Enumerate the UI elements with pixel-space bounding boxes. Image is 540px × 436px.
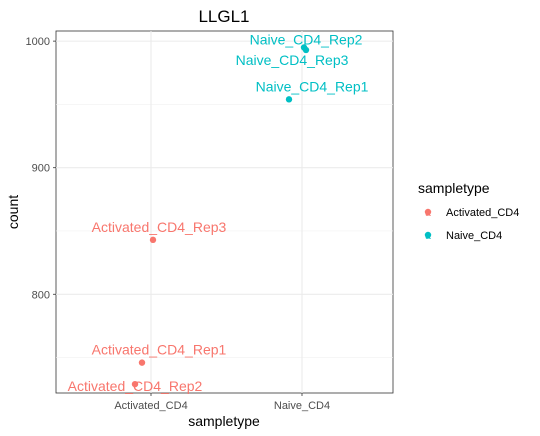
- y-tick-label: 800: [32, 289, 50, 301]
- legend-title: sampletype: [418, 180, 490, 196]
- legend-item: a Activated_CD4: [424, 207, 519, 219]
- data-label: Activated_CD4_Rep1: [92, 342, 227, 358]
- y-axis: 800 900 1000: [26, 36, 56, 301]
- data-point: [138, 359, 146, 366]
- data-label: Naive_CD4_Rep1: [256, 78, 369, 94]
- data-point: [149, 236, 157, 244]
- legend-label: Naive_CD4: [446, 230, 502, 242]
- data-label: Naive_CD4_Rep2: [250, 31, 363, 47]
- data-point: [131, 380, 139, 388]
- legend-item: a Naive_CD4: [424, 230, 502, 242]
- data-label: Activated_CD4_Rep3: [92, 219, 227, 235]
- panel-border: [55, 30, 394, 394]
- y-tick-label: 900: [32, 163, 50, 175]
- legend-key-letter: a: [425, 231, 431, 242]
- x-axis: Activated_CD4 Naive_CD4: [114, 393, 330, 412]
- x-axis-title: sampletype: [188, 413, 260, 429]
- data-point: [285, 96, 293, 103]
- data-label: Naive_CD4_Rep3: [236, 52, 349, 68]
- legend-key-point: [424, 208, 432, 216]
- legend-key-letter: a: [425, 208, 431, 219]
- gridlines: [56, 31, 393, 393]
- y-tick-label: 1000: [26, 36, 50, 48]
- legend-label: Activated_CD4: [446, 207, 519, 219]
- plot-panel: Activated_CD4_Rep1 Activated_CD4_Rep2 Acti…: [55, 30, 394, 394]
- legend-key-point: [424, 231, 432, 239]
- x-tick-label: Naive_CD4: [274, 400, 330, 412]
- x-tick-label: Activated_CD4: [114, 400, 187, 412]
- data-label: Activated_CD4_Rep2: [68, 378, 203, 394]
- data-marks: Activated_CD4_Rep1 Activated_CD4_Rep2 Acti…: [68, 31, 369, 394]
- chart-title: LLGL1: [198, 7, 249, 26]
- data-point: [302, 46, 310, 54]
- y-axis-title: count: [5, 195, 21, 229]
